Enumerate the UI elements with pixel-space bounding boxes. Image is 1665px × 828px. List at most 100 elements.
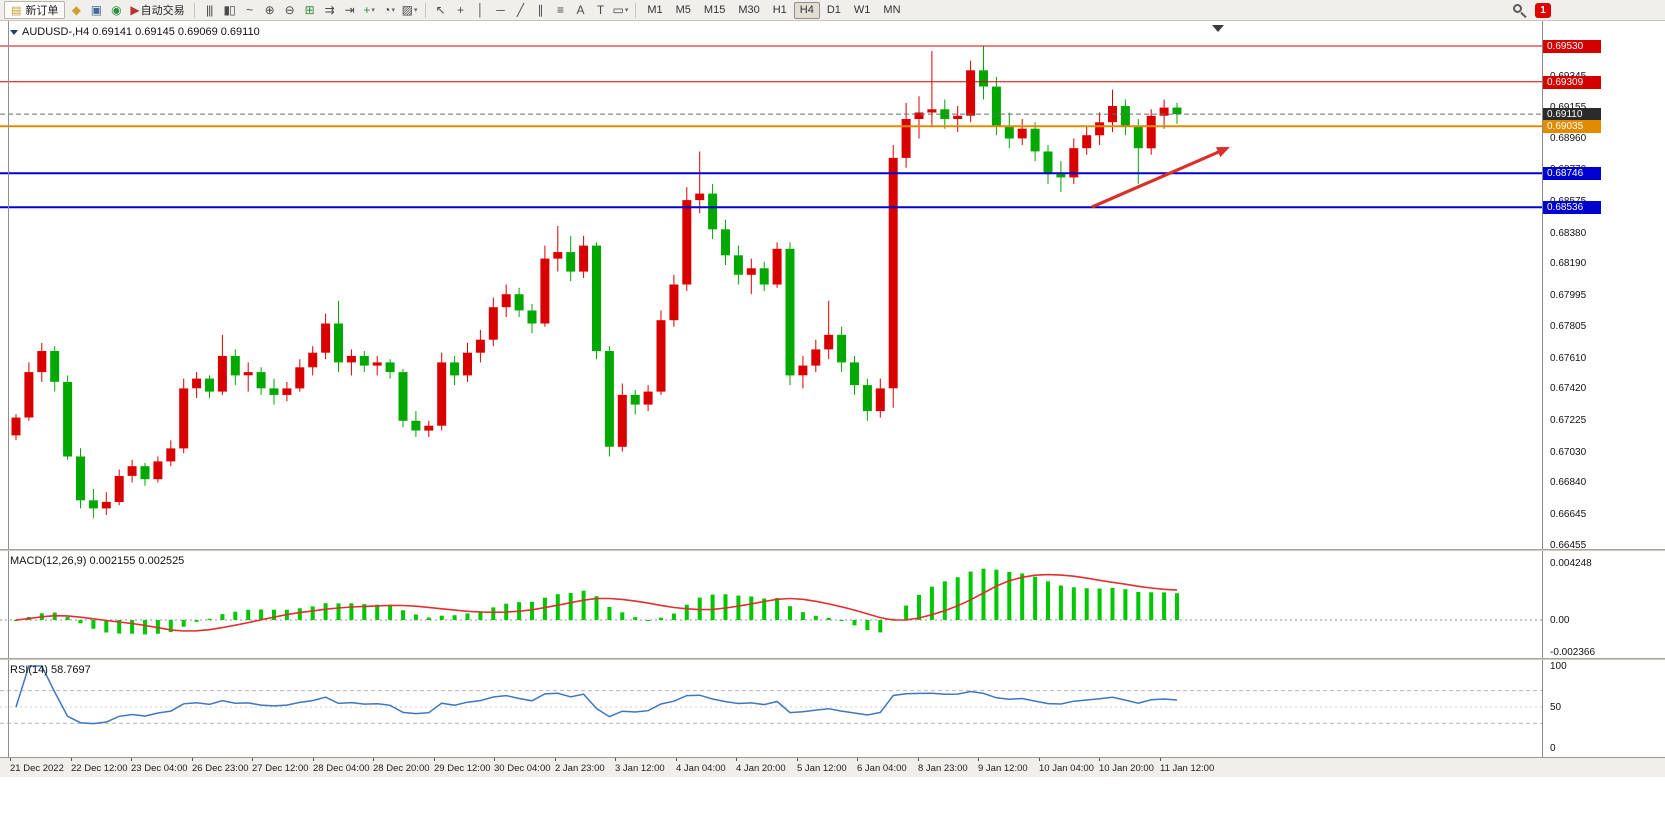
candle-body (282, 388, 292, 395)
periods-dropdown-button[interactable]: ◔ ▾ (380, 1, 399, 19)
timeframe-h1-button[interactable]: H1 (767, 2, 793, 19)
chart-shift-button[interactable]: ⇥ (340, 1, 359, 19)
indicators-dropdown-button[interactable]: + ▾ (360, 1, 379, 19)
navigator-icon: ◉ (111, 3, 122, 17)
candle-body (1146, 115, 1156, 149)
zoom-out-button[interactable]: ⊖ (280, 1, 299, 19)
chart-shift-marker-icon[interactable] (1212, 25, 1224, 32)
candle-body (953, 115, 963, 119)
pane-separator-rsi[interactable] (0, 658, 1665, 660)
text-label-button[interactable]: T (591, 1, 610, 19)
macd-histogram-bar (413, 614, 418, 620)
tile-windows-icon: ⊞ (304, 3, 315, 17)
autotrading-label: 自动交易 (140, 5, 185, 17)
time-label: 23 Dec 04:00 (131, 763, 188, 774)
crosshair-button[interactable]: + (451, 1, 470, 19)
candle-body (385, 362, 395, 373)
price-tick: 0.67420 (1550, 383, 1587, 394)
chart-left-border (8, 21, 9, 757)
trend-arrow-line[interactable] (1091, 148, 1224, 209)
pane-separator-macd[interactable] (0, 549, 1665, 551)
timeframe-w1-button[interactable]: W1 (848, 2, 877, 19)
macd-histogram-bar (194, 620, 199, 622)
macd-histogram-bar (839, 620, 844, 622)
rsi-pane[interactable] (0, 660, 1542, 757)
new-order-button[interactable]: ▤ 新订单 (4, 1, 66, 19)
macd-histogram-bar (929, 586, 934, 620)
rsi-axis-label: 100 (1550, 661, 1567, 672)
macd-pane[interactable] (0, 551, 1542, 658)
zoom-in-button[interactable]: ⊕ (260, 1, 279, 19)
price-label-0.69309: 0.69309 (1543, 76, 1601, 89)
timeframe-m15-button[interactable]: M15 (698, 2, 731, 19)
navigator-button[interactable]: ◉ (106, 1, 125, 19)
candle-body (488, 307, 498, 340)
channel-button[interactable]: ∥ (531, 1, 550, 19)
shapes-dropdown-button[interactable]: ▭ ▾ (611, 1, 631, 19)
text-button[interactable]: A (571, 1, 590, 19)
time-tick (857, 758, 858, 761)
timeframe-m1-button[interactable]: M1 (641, 2, 668, 19)
candle-body (140, 466, 150, 480)
zoom-out-icon: ⊖ (284, 3, 295, 17)
notification-badge[interactable]: 1 (1535, 3, 1551, 18)
bar-chart-button[interactable]: ||| (200, 1, 219, 19)
fibonacci-button[interactable]: ≡ (551, 1, 570, 19)
price-label-0.69035: 0.69035 (1543, 120, 1601, 133)
time-label: 26 Dec 23:00 (192, 763, 249, 774)
macd-histogram-bar (246, 609, 251, 620)
time-label: 22 Dec 12:00 (71, 763, 128, 774)
alerts-button[interactable]: ◆ (66, 1, 85, 19)
autotrading-button[interactable]: ▶ 自动交易 (126, 1, 188, 19)
candle-body (592, 245, 601, 352)
toolbar-separator (193, 2, 195, 18)
timeframe-mn-button[interactable]: MN (877, 2, 906, 19)
rsi-axis-label: 50 (1550, 702, 1562, 713)
price-chart[interactable] (0, 21, 1542, 549)
trend-arrow-head[interactable] (1216, 147, 1230, 158)
time-tick (373, 758, 374, 761)
macd-signal-line (15, 573, 1178, 632)
candle-body (230, 355, 240, 376)
auto-scroll-button[interactable]: ⇉ (320, 1, 339, 19)
macd-histogram-bar (684, 604, 689, 620)
price-axis[interactable]: 0.695300.693450.691550.689600.687700.685… (1542, 21, 1665, 757)
search-icon[interactable] (1512, 3, 1527, 19)
candle-body (166, 448, 176, 462)
cursor-button[interactable]: ↖ (431, 1, 450, 19)
timeframe-d1-button[interactable]: D1 (821, 2, 847, 19)
macd-histogram-bar (671, 613, 676, 620)
macd-histogram-bar (130, 620, 135, 634)
auto-scroll-icon: ⇉ (324, 3, 335, 17)
trendline-button[interactable]: ╱ (511, 1, 530, 19)
macd-histogram-bar (659, 617, 663, 620)
price-tick: 0.67610 (1550, 353, 1587, 364)
vertical-line-button[interactable]: │ (471, 1, 490, 19)
macd-histogram-bar (143, 620, 147, 635)
templates-dropdown-button[interactable]: ▨ ▾ (400, 1, 420, 19)
timeframe-h4-button[interactable]: H4 (793, 1, 820, 19)
data-window-button[interactable]: ▣ (86, 1, 105, 19)
candle-body (63, 381, 73, 457)
candle-body (501, 294, 511, 308)
candle-body (553, 252, 563, 259)
time-label: 2 Jan 23:00 (555, 763, 605, 774)
horizontal-line-button[interactable]: ─ (491, 1, 510, 19)
candle-body (617, 394, 627, 447)
macd-histogram-bar (362, 604, 367, 620)
candlestick-chart-button[interactable]: ▮▯ (220, 1, 239, 19)
line-chart-button[interactable]: ~ (240, 1, 259, 19)
macd-histogram-bar (775, 598, 780, 620)
candle-body (656, 320, 666, 392)
timeframe-m5-button[interactable]: M5 (670, 2, 697, 19)
macd-histogram-bar (207, 618, 212, 620)
time-label: 11 Jan 12:00 (1160, 763, 1215, 774)
candle-body (991, 86, 1001, 126)
time-tick (192, 758, 193, 761)
timeframe-m30-button[interactable]: M30 (732, 2, 765, 19)
time-axis[interactable]: 21 Dec 2022 22 Dec 12:00 23 Dec 04:00 26 De… (0, 757, 1665, 777)
candle-body (875, 388, 885, 412)
macd-histogram-bar (220, 614, 225, 620)
macd-histogram-bar (710, 594, 715, 620)
tile-windows-button[interactable]: ⊞ (300, 1, 319, 19)
